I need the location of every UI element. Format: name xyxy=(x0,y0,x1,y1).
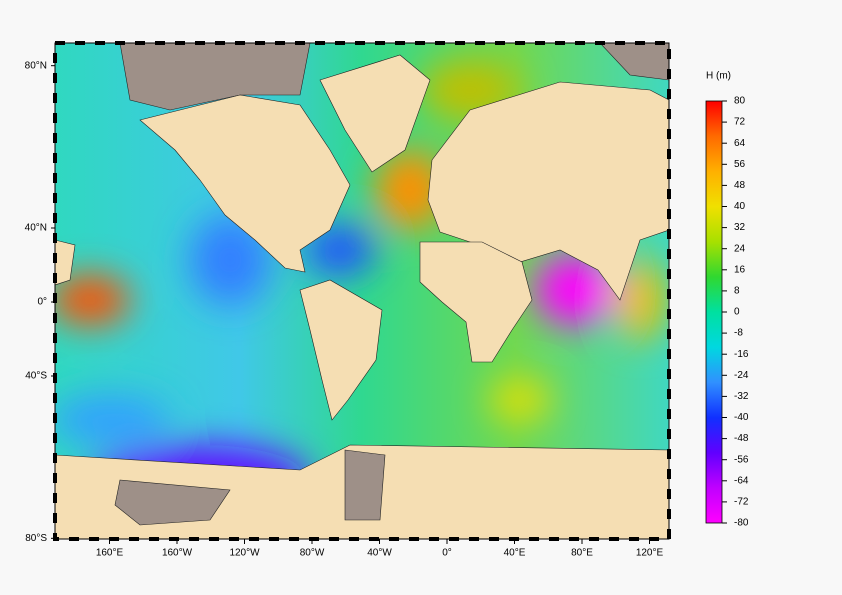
colorbar xyxy=(705,100,723,524)
colorbar-tick-label: 80 xyxy=(734,96,746,107)
colorbar-tick-label: 32 xyxy=(734,222,746,233)
colorbar-tick-label: -16 xyxy=(734,349,749,360)
lon-tick-label: 40°E xyxy=(504,548,526,559)
lon-tick-label: 160°E xyxy=(96,548,124,559)
colorbar-tick-label: 64 xyxy=(734,138,746,149)
colorbar-tick-label: 40 xyxy=(734,201,746,212)
lat-tick-label: 0° xyxy=(37,297,47,308)
map-field xyxy=(55,43,669,539)
colorbar-tick-label: -48 xyxy=(734,433,749,444)
colorbar-tick-label: -64 xyxy=(734,475,749,486)
lat-tick-label: 40°S xyxy=(25,371,47,382)
colorbar-tick-label: 24 xyxy=(734,243,746,254)
colorbar-tick-label: 72 xyxy=(734,117,746,128)
colorbar-tick-label: -8 xyxy=(734,328,743,339)
lon-tick-label: 80°E xyxy=(571,548,593,559)
colorbar-tick-label: -56 xyxy=(734,454,749,465)
lat-tick-label: 80°N xyxy=(25,60,47,71)
colorbar-tick-label: 16 xyxy=(734,264,746,275)
lon-tick-label: 0° xyxy=(442,548,452,559)
colorbar-tick-label: -80 xyxy=(734,518,749,529)
colorbar-tick-label: 0 xyxy=(734,307,740,318)
map-border xyxy=(54,42,670,540)
colorbar-tick-label: -24 xyxy=(734,370,749,381)
colorbar-title: H (m) xyxy=(706,71,731,82)
colorbar-tick-label: 56 xyxy=(734,159,746,170)
colorbar-tick-label: -72 xyxy=(734,497,749,508)
lat-tick-label: 40°N xyxy=(25,223,47,234)
colorbar-tick-label: -32 xyxy=(734,391,749,402)
lon-tick-label: 120°E xyxy=(636,548,664,559)
colorbar-tick-label: 8 xyxy=(734,286,740,297)
lon-tick-label: 160°W xyxy=(162,548,193,559)
lat-tick-label: 80°S xyxy=(25,533,47,544)
colorbar-tick-label: 48 xyxy=(734,180,746,191)
lon-tick-label: 80°W xyxy=(300,548,325,559)
colorbar-tick-label: -40 xyxy=(734,412,749,423)
lon-tick-label: 40°W xyxy=(367,548,392,559)
lon-tick-label: 120°W xyxy=(229,548,260,559)
